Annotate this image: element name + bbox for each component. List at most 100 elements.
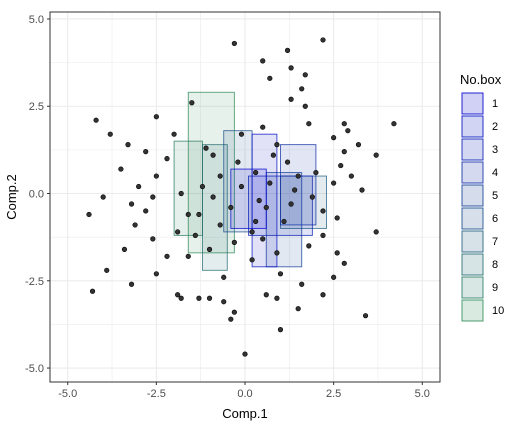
data-point bbox=[185, 211, 191, 218]
y-tick-label: 0.0 bbox=[29, 189, 44, 201]
legend-label-9: 9 bbox=[492, 282, 498, 294]
legend-key-background bbox=[461, 92, 484, 115]
data-point bbox=[153, 173, 159, 179]
data-point bbox=[153, 114, 159, 120]
data-point bbox=[260, 124, 266, 130]
legend-key-box-6 bbox=[461, 207, 484, 230]
legend-key-box-8 bbox=[461, 253, 484, 276]
data-point bbox=[263, 292, 269, 298]
box-10 bbox=[187, 91, 235, 254]
legend-items: 1 2 3 4 5 6 7 8 9 10 bbox=[461, 92, 504, 322]
data-point bbox=[320, 292, 326, 298]
data-point bbox=[217, 222, 223, 228]
legend: No.box 1 2 3 4 5 6 7 8 9 10 bbox=[460, 72, 504, 322]
data-point bbox=[228, 316, 234, 322]
data-point bbox=[309, 194, 315, 200]
data-point bbox=[231, 309, 237, 315]
legend-label-8: 8 bbox=[492, 259, 498, 271]
legend-label-2: 2 bbox=[492, 121, 498, 133]
data-point bbox=[270, 152, 276, 158]
data-point bbox=[292, 187, 298, 193]
data-point bbox=[210, 194, 216, 200]
data-point bbox=[263, 204, 269, 211]
data-point bbox=[125, 142, 131, 148]
data-point bbox=[242, 351, 248, 357]
data-point bbox=[274, 250, 280, 256]
data-point bbox=[178, 190, 184, 197]
data-point bbox=[238, 183, 245, 190]
data-point bbox=[331, 180, 337, 186]
data-point bbox=[295, 173, 301, 179]
data-point bbox=[288, 65, 294, 71]
data-point bbox=[299, 281, 305, 287]
data-point bbox=[281, 218, 287, 225]
y-axis-title: Comp.2 bbox=[4, 174, 19, 220]
data-point bbox=[100, 194, 106, 200]
data-points bbox=[86, 37, 397, 357]
data-point bbox=[334, 250, 340, 256]
x-tick-label: 5.0 bbox=[415, 388, 430, 400]
data-point bbox=[320, 37, 326, 43]
data-point bbox=[221, 299, 227, 305]
data-point bbox=[345, 128, 351, 134]
data-point bbox=[341, 260, 347, 266]
x-tick-label: -5.0 bbox=[58, 388, 77, 400]
data-point bbox=[334, 215, 340, 221]
legend-key-background bbox=[461, 299, 484, 322]
data-point bbox=[171, 131, 177, 137]
data-point bbox=[196, 295, 202, 301]
legend-key-box-1 bbox=[461, 92, 484, 115]
legend-key-background bbox=[461, 184, 484, 207]
legend-key-box-4 bbox=[461, 161, 484, 184]
data-point bbox=[164, 253, 170, 259]
data-point bbox=[199, 183, 206, 190]
data-point bbox=[185, 253, 191, 259]
legend-key-box-5 bbox=[461, 184, 484, 207]
data-point bbox=[210, 152, 216, 158]
data-point bbox=[306, 243, 312, 249]
data-point bbox=[331, 135, 337, 141]
legend-key-background bbox=[461, 253, 484, 276]
data-point bbox=[274, 295, 280, 301]
data-point bbox=[235, 159, 241, 165]
data-point bbox=[284, 47, 291, 53]
legend-label-1: 1 bbox=[492, 98, 498, 110]
data-point bbox=[277, 271, 284, 277]
data-point bbox=[338, 162, 344, 169]
data-point bbox=[189, 100, 195, 106]
y-tick-label: -5.0 bbox=[25, 363, 44, 375]
data-point bbox=[150, 194, 156, 200]
legend-label-3: 3 bbox=[492, 144, 498, 156]
data-point bbox=[284, 159, 291, 165]
legend-key-background bbox=[461, 161, 484, 184]
data-point bbox=[355, 142, 362, 148]
data-point bbox=[253, 169, 259, 176]
data-point bbox=[267, 180, 273, 186]
data-point bbox=[231, 40, 237, 47]
x-tick-label: -2.5 bbox=[147, 388, 166, 400]
data-point bbox=[206, 246, 213, 252]
legend-key-box-2 bbox=[461, 115, 484, 138]
data-point bbox=[121, 246, 128, 252]
y-tick-label: -2.5 bbox=[25, 276, 44, 288]
legend-key-background bbox=[461, 276, 484, 299]
x-axis-ticks: -5.0 -2.5 0.0 2.5 5.0 bbox=[58, 382, 430, 400]
data-point bbox=[153, 271, 159, 277]
y-tick-label: 2.5 bbox=[29, 101, 44, 113]
data-point bbox=[373, 229, 379, 235]
data-point bbox=[228, 204, 234, 211]
data-point bbox=[150, 236, 156, 242]
data-point bbox=[302, 103, 308, 109]
box-4 bbox=[280, 144, 317, 226]
data-point bbox=[132, 222, 138, 228]
legend-key-background bbox=[461, 138, 484, 161]
legend-key-box-3 bbox=[461, 138, 484, 161]
data-point bbox=[206, 295, 213, 301]
data-point bbox=[295, 306, 301, 312]
data-point bbox=[89, 288, 96, 294]
data-point bbox=[288, 96, 294, 102]
data-point bbox=[175, 292, 181, 298]
data-point bbox=[249, 229, 255, 235]
data-point bbox=[362, 313, 369, 319]
data-point bbox=[143, 149, 149, 155]
